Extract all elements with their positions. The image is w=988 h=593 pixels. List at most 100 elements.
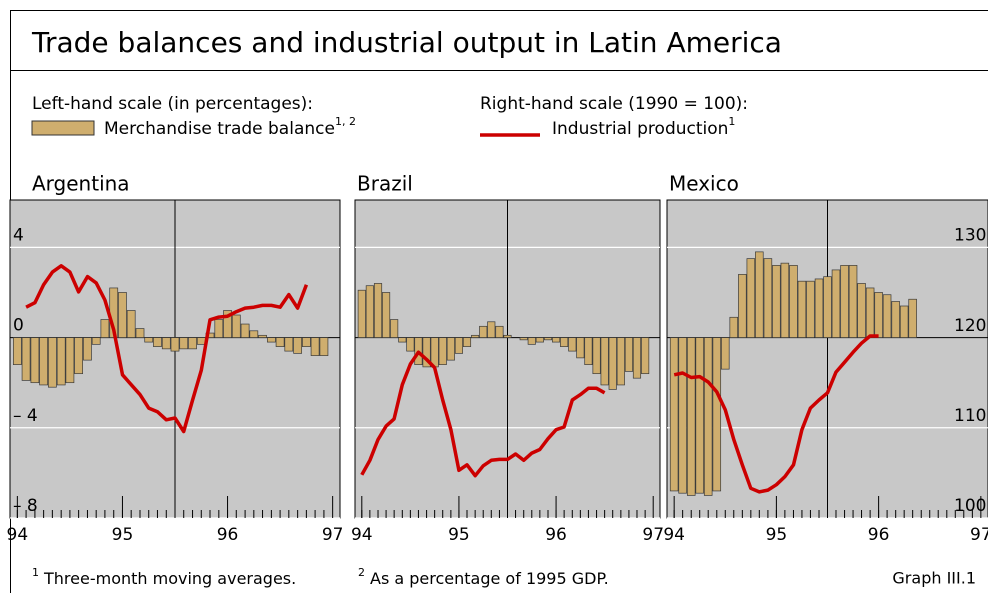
bar — [891, 301, 900, 338]
bar — [600, 337, 609, 386]
x-tick-label: 94 — [663, 525, 685, 545]
line — [360, 350, 606, 478]
x-tick-label: 94 — [351, 525, 373, 545]
bar — [780, 262, 790, 338]
legend-note: 1, 2 — [335, 115, 356, 128]
bar — [398, 337, 407, 343]
bar — [899, 305, 909, 338]
bar — [240, 323, 250, 338]
bar — [196, 337, 206, 345]
bar — [519, 337, 528, 341]
x-tick-label: 97 — [322, 525, 344, 545]
y-tick-label: 4 — [13, 225, 24, 245]
chart-title: Trade balances and industrial output in … — [31, 26, 782, 59]
bar — [712, 337, 722, 492]
bar — [170, 337, 180, 352]
bar — [641, 337, 650, 375]
legend-swatch — [31, 120, 95, 136]
x-tick-label: 97 — [642, 525, 664, 545]
bar — [249, 330, 259, 338]
bar — [357, 289, 366, 338]
bar — [231, 314, 241, 338]
source-label: Graph III.1 — [892, 569, 976, 588]
x-tick-label: 97 — [970, 525, 988, 545]
bar — [772, 265, 781, 338]
bar — [874, 292, 883, 338]
bar — [703, 337, 713, 496]
bar — [865, 287, 875, 338]
y-tick-label: – 8 — [13, 496, 38, 516]
bar — [840, 265, 849, 338]
panel-title: Brazil — [357, 172, 413, 196]
bar — [584, 337, 593, 365]
legend-label: Merchandise trade balance1, 2 — [104, 115, 356, 139]
bar — [135, 328, 145, 338]
x-tick-label: 95 — [766, 525, 788, 545]
bar — [608, 337, 617, 390]
bar — [275, 337, 285, 347]
bar — [462, 337, 472, 347]
bar — [616, 337, 625, 386]
legend-name: Industrial production — [552, 119, 728, 139]
legend-label: Industrial production1 — [552, 115, 735, 139]
bar — [721, 337, 730, 370]
footnote-mark: 1 — [32, 566, 39, 579]
bar — [310, 337, 320, 356]
bar — [686, 337, 696, 496]
bar — [831, 269, 841, 338]
bar — [65, 337, 75, 384]
bar — [179, 337, 189, 350]
bar — [161, 337, 171, 350]
bar — [74, 337, 83, 375]
x-tick-label: 96 — [217, 525, 239, 545]
bar — [223, 310, 232, 338]
bar — [47, 337, 57, 388]
bar — [12, 337, 22, 365]
y2-tick-label: 120 — [954, 316, 986, 336]
footnote: 2 As a percentage of 1995 GDP. — [358, 566, 609, 588]
x-tick-label: 94 — [7, 525, 29, 545]
bar — [188, 337, 197, 350]
bar — [624, 337, 633, 372]
bar — [695, 337, 704, 494]
bar — [153, 337, 162, 347]
x-tick-label: 95 — [112, 525, 134, 545]
legend-note: 1 — [728, 115, 735, 128]
y-tick-label: 0 — [13, 316, 24, 336]
bar — [100, 319, 110, 338]
bar — [144, 337, 154, 343]
bar — [669, 337, 679, 492]
bar — [495, 325, 504, 338]
bar — [882, 294, 892, 338]
bar — [91, 337, 101, 345]
bar — [848, 265, 858, 338]
line — [673, 334, 879, 494]
y2-tick-label: 130 — [954, 226, 986, 246]
x-tick-label: 96 — [868, 525, 890, 545]
bar — [471, 334, 480, 338]
x-tick-label: 96 — [545, 525, 567, 545]
bar — [365, 285, 374, 338]
bar — [30, 337, 40, 384]
bar — [258, 334, 267, 338]
bar — [373, 283, 383, 338]
bar — [382, 292, 391, 338]
bar — [126, 310, 136, 338]
bar — [763, 258, 773, 338]
legend-heading: Left-hand scale (in percentages): — [32, 94, 313, 114]
footnote-text: As a percentage of 1995 GDP. — [370, 569, 609, 588]
bar — [319, 337, 329, 356]
bar — [293, 337, 303, 354]
bar — [39, 337, 48, 386]
bar — [503, 334, 512, 338]
bar — [118, 292, 127, 338]
bar — [479, 325, 488, 338]
footnote: 1 Three-month moving averages. — [32, 566, 296, 588]
bar — [214, 319, 224, 338]
bar — [908, 298, 917, 338]
line — [25, 264, 309, 434]
bar — [552, 337, 561, 343]
bar — [302, 337, 311, 347]
bar — [527, 337, 536, 345]
